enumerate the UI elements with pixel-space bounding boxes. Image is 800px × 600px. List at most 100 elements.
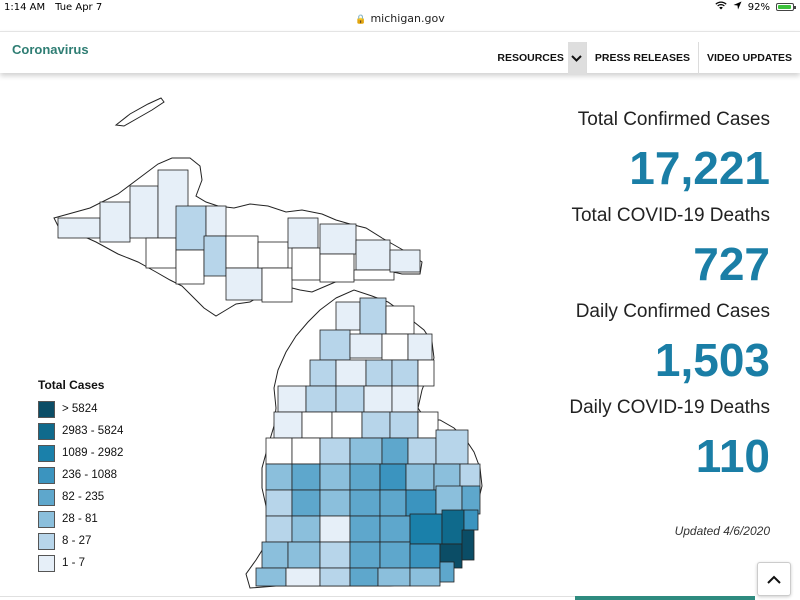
county[interactable] xyxy=(359,297,387,335)
county[interactable] xyxy=(309,359,337,387)
county[interactable] xyxy=(379,515,411,543)
county[interactable] xyxy=(353,269,395,281)
county[interactable] xyxy=(349,567,379,587)
county[interactable] xyxy=(319,489,351,517)
county[interactable] xyxy=(99,201,131,243)
county[interactable] xyxy=(287,541,321,569)
county[interactable] xyxy=(417,411,439,439)
county[interactable] xyxy=(57,217,101,239)
county[interactable] xyxy=(255,567,287,587)
county[interactable] xyxy=(379,489,407,517)
county[interactable] xyxy=(319,437,351,465)
county[interactable] xyxy=(361,411,391,439)
county[interactable] xyxy=(225,267,263,301)
county[interactable] xyxy=(265,463,293,491)
county[interactable] xyxy=(405,463,435,491)
county[interactable] xyxy=(389,411,419,439)
nav-video-updates[interactable]: VIDEO UPDATES xyxy=(698,42,800,74)
county[interactable] xyxy=(391,359,419,387)
county[interactable] xyxy=(319,223,357,255)
county[interactable] xyxy=(225,235,259,269)
county[interactable] xyxy=(273,411,303,439)
county[interactable] xyxy=(291,437,321,465)
county[interactable] xyxy=(331,411,363,439)
county[interactable] xyxy=(441,509,465,545)
address-bar[interactable]: 🔒 michigan.gov xyxy=(0,12,800,30)
county[interactable] xyxy=(409,567,441,587)
county[interactable] xyxy=(319,463,351,491)
device-status-bar: 1:14 AM Tue Apr 7 92% xyxy=(0,0,800,14)
county[interactable] xyxy=(265,489,293,517)
county[interactable] xyxy=(319,329,351,361)
county[interactable] xyxy=(417,359,435,387)
county[interactable] xyxy=(407,333,433,361)
county[interactable] xyxy=(287,217,319,249)
legend-item: 1 - 7 xyxy=(38,552,158,574)
scroll-to-top-button[interactable] xyxy=(757,562,791,596)
county[interactable] xyxy=(391,385,419,413)
county[interactable] xyxy=(349,541,381,569)
county[interactable] xyxy=(129,185,159,239)
site-brand-link[interactable]: Coronavirus xyxy=(12,42,89,57)
county[interactable] xyxy=(319,567,351,587)
county[interactable] xyxy=(175,249,205,285)
county[interactable] xyxy=(349,489,381,517)
county[interactable] xyxy=(145,237,177,269)
county[interactable] xyxy=(355,239,391,271)
county[interactable] xyxy=(291,463,321,491)
county[interactable] xyxy=(381,333,409,361)
county[interactable] xyxy=(305,385,337,413)
county[interactable] xyxy=(319,253,355,283)
county[interactable] xyxy=(409,513,443,545)
county[interactable] xyxy=(363,385,393,413)
wifi-icon xyxy=(715,1,727,13)
county[interactable] xyxy=(335,301,361,331)
county[interactable] xyxy=(349,515,381,543)
legend-label: 28 - 81 xyxy=(62,513,98,525)
county[interactable] xyxy=(265,437,293,465)
county[interactable] xyxy=(291,489,321,517)
county[interactable] xyxy=(377,567,411,587)
county[interactable] xyxy=(461,529,475,561)
county[interactable] xyxy=(409,543,441,569)
county[interactable] xyxy=(205,205,227,237)
county[interactable] xyxy=(439,561,455,583)
chevron-down-icon[interactable] xyxy=(567,42,586,74)
county[interactable] xyxy=(261,267,293,303)
county[interactable] xyxy=(407,437,437,465)
county[interactable] xyxy=(379,541,411,569)
status-time: 1:14 AM xyxy=(4,2,46,13)
county[interactable] xyxy=(385,305,415,335)
legend-item: 1089 - 2982 xyxy=(38,442,158,464)
county[interactable] xyxy=(365,359,393,387)
daily-confirmed-cases-value: 1,503 xyxy=(654,334,770,386)
county[interactable] xyxy=(349,463,381,491)
county[interactable] xyxy=(379,463,407,491)
county[interactable] xyxy=(435,429,469,465)
county[interactable] xyxy=(381,437,409,465)
county[interactable] xyxy=(335,385,365,413)
county[interactable] xyxy=(265,515,293,543)
county[interactable] xyxy=(291,515,321,543)
county[interactable] xyxy=(301,411,333,439)
county[interactable] xyxy=(389,249,421,273)
county[interactable] xyxy=(285,567,321,587)
nav-resources[interactable]: RESOURCES xyxy=(489,42,586,74)
county[interactable] xyxy=(405,489,437,517)
status-date: Tue Apr 7 xyxy=(55,2,103,13)
county[interactable] xyxy=(349,437,383,465)
site-header: Coronavirus RESOURCES PRESS RELEASES VID… xyxy=(0,31,800,74)
county[interactable] xyxy=(335,359,367,387)
county[interactable] xyxy=(203,235,227,277)
nav-press-releases[interactable]: PRESS RELEASES xyxy=(585,42,698,74)
county[interactable] xyxy=(261,541,289,569)
county[interactable] xyxy=(319,541,351,569)
county[interactable] xyxy=(319,515,351,543)
county[interactable] xyxy=(157,169,189,239)
county[interactable] xyxy=(291,247,321,281)
county[interactable] xyxy=(463,509,479,531)
county[interactable] xyxy=(175,205,207,251)
county[interactable] xyxy=(277,385,307,413)
county[interactable] xyxy=(349,333,383,359)
county[interactable] xyxy=(257,241,289,269)
